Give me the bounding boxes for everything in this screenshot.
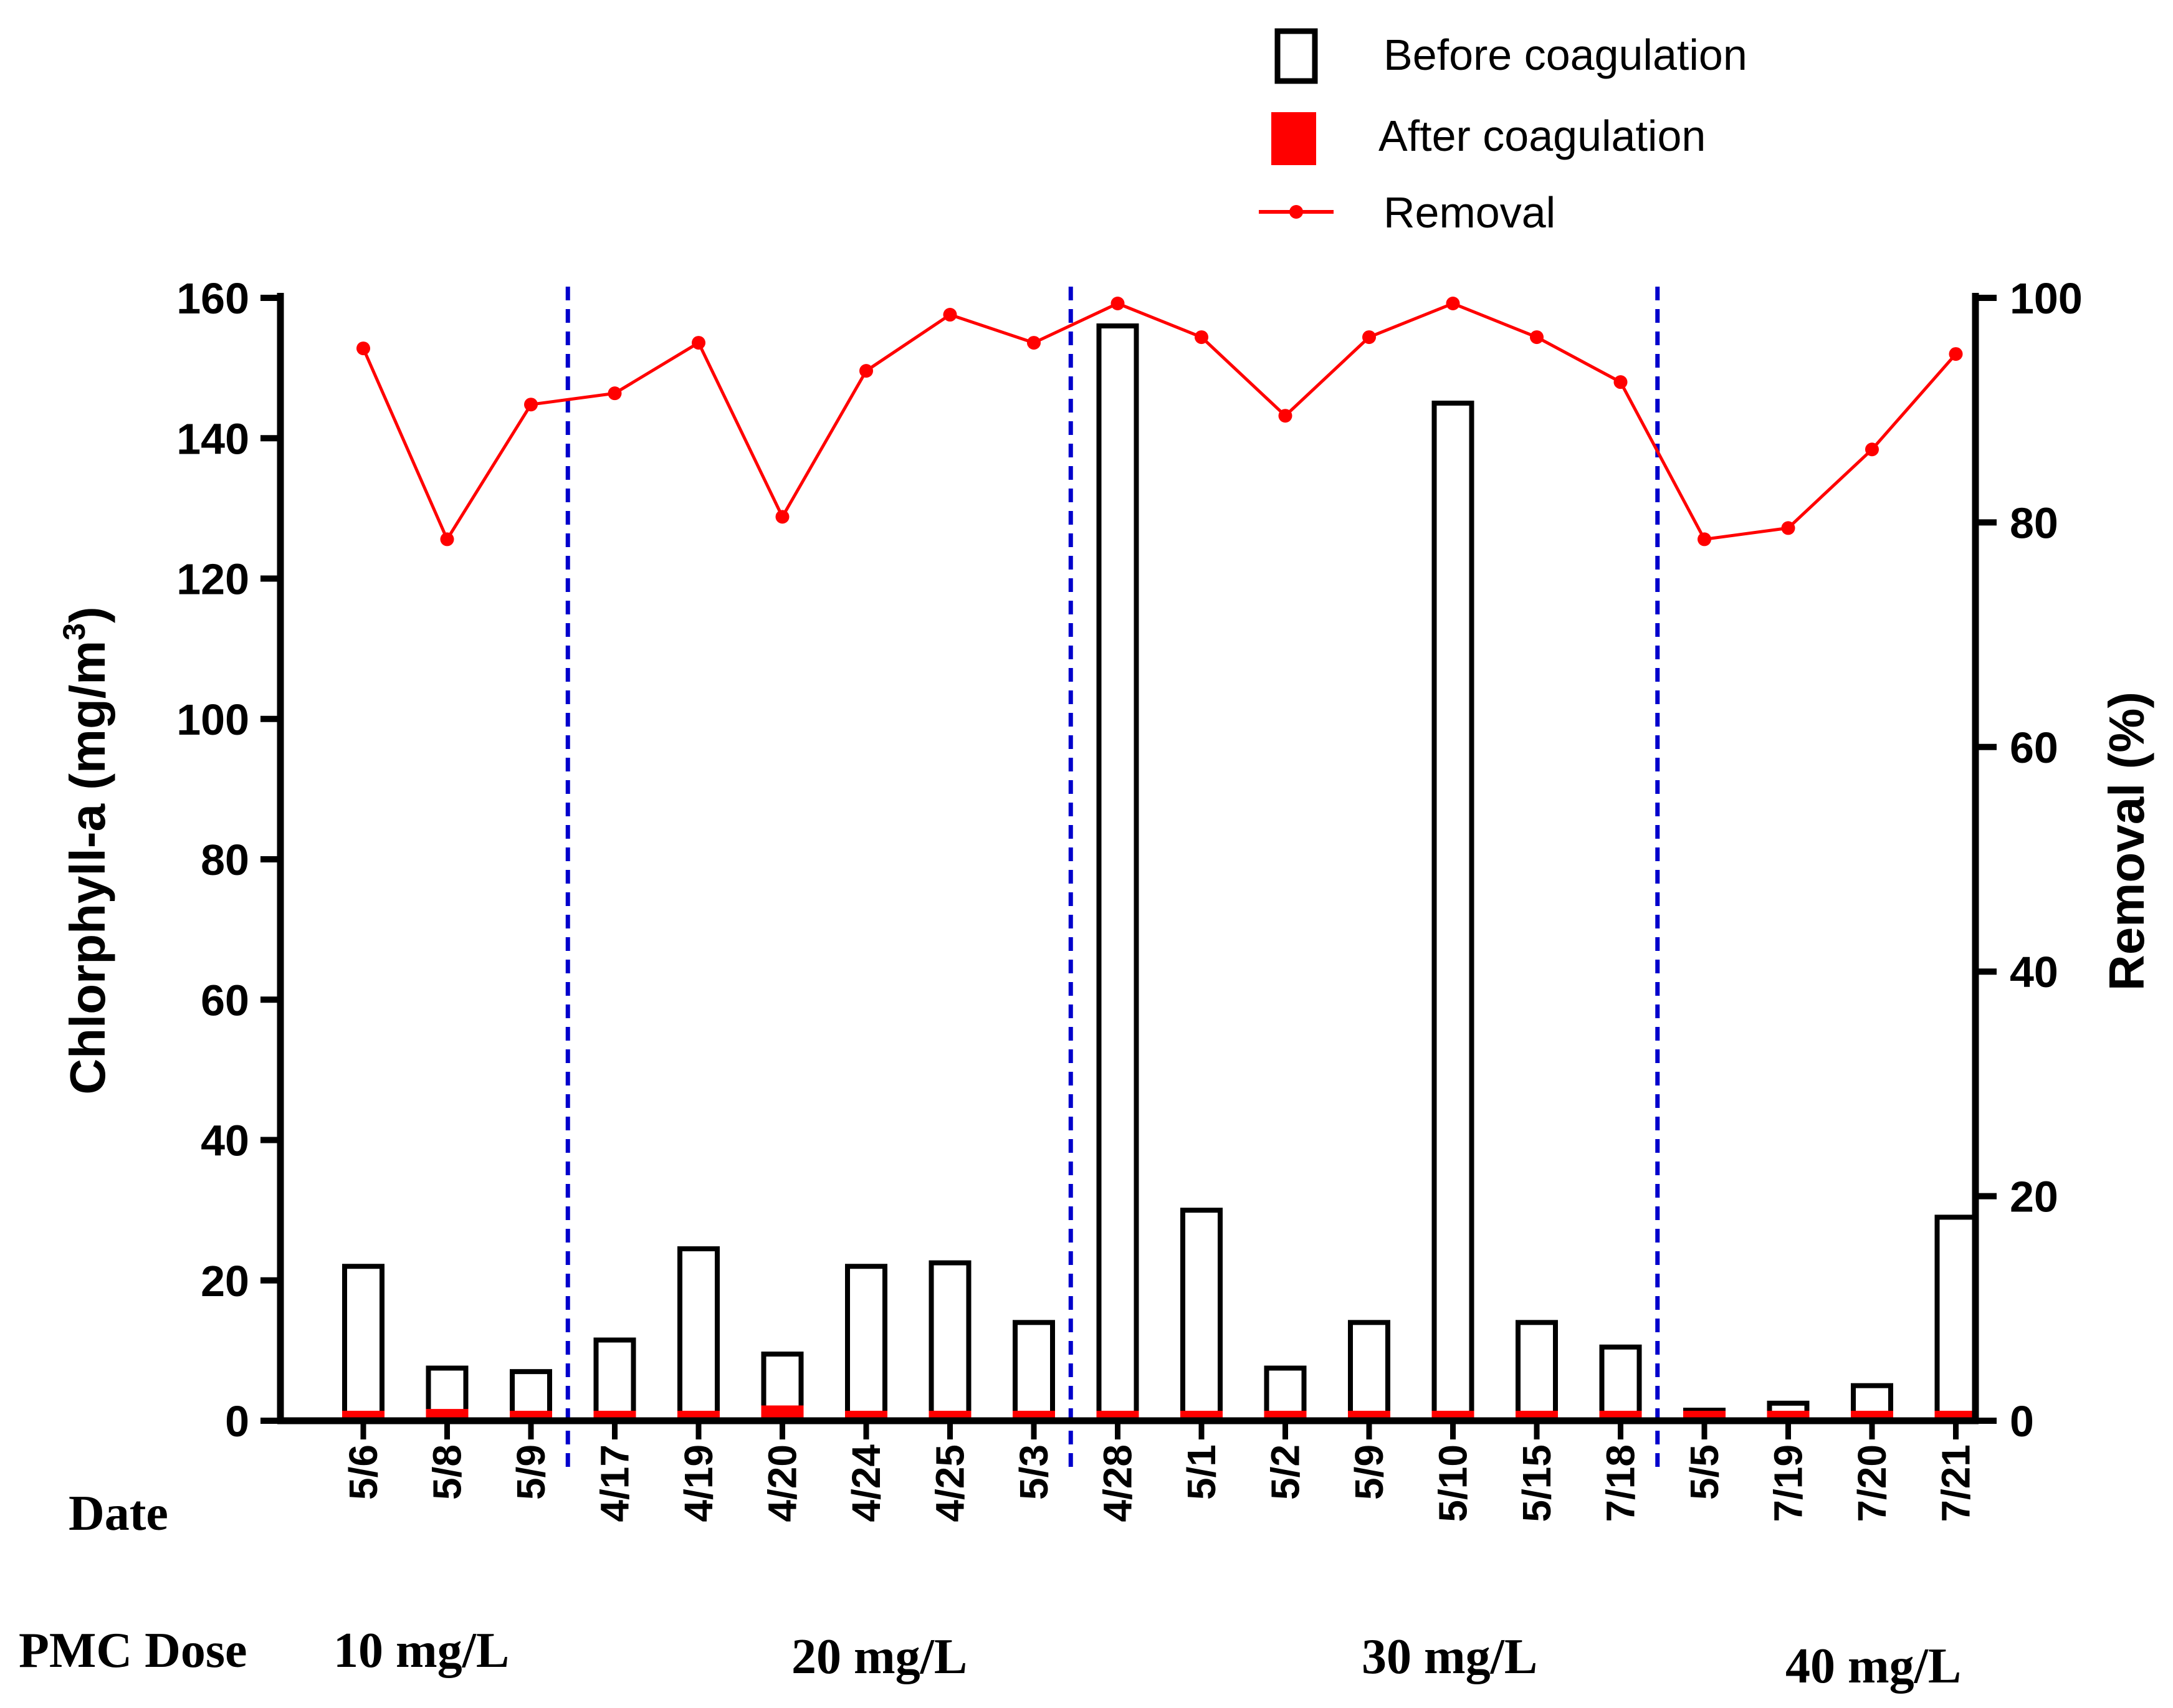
left-y-tick-label: 120 bbox=[176, 555, 249, 604]
x-tick-label: 5/9 bbox=[509, 1444, 553, 1500]
before-bar bbox=[1516, 1320, 1558, 1423]
legend-before-label: Before coagulation bbox=[1383, 31, 1747, 79]
removal-point bbox=[1027, 336, 1041, 350]
x-tick-label: 4/24 bbox=[844, 1444, 889, 1522]
right-y-tick-label: 60 bbox=[2010, 723, 2058, 772]
left-y-tick-label: 60 bbox=[201, 976, 249, 1024]
x-tick-label: 5/2 bbox=[1263, 1444, 1308, 1500]
x-tick-label: 7/18 bbox=[1598, 1444, 1643, 1522]
x-tick-label: 7/20 bbox=[1850, 1444, 1894, 1522]
x-tick-label: 5/9 bbox=[1347, 1444, 1392, 1500]
before-bar bbox=[1180, 1208, 1223, 1423]
x-tick-label: 4/28 bbox=[1096, 1444, 1140, 1522]
removal-point bbox=[943, 308, 957, 322]
left-y-tick-label: 140 bbox=[176, 414, 249, 463]
right-y-tick-label: 0 bbox=[2010, 1397, 2034, 1446]
before-bar bbox=[342, 1264, 384, 1423]
right-y-ticks: 0 20 40 60 80 100 bbox=[1975, 274, 2083, 1446]
left-y-axis-title-end: ) bbox=[60, 606, 115, 623]
before-bar bbox=[929, 1260, 972, 1423]
x-axis-title: Date bbox=[69, 1486, 168, 1541]
before-bar bbox=[1348, 1320, 1390, 1423]
right-y-tick-label: 20 bbox=[2010, 1173, 2058, 1221]
dose-prefix-label: PMC Dose bbox=[19, 1623, 247, 1678]
removal-line bbox=[361, 302, 1957, 543]
left-y-tick-label: 40 bbox=[201, 1117, 249, 1165]
removal-point bbox=[775, 510, 790, 524]
dose-group-label-20: 20 mg/L bbox=[791, 1629, 967, 1684]
x-tick-label: 4/20 bbox=[760, 1444, 805, 1522]
legend-after-label: After coagulation bbox=[1378, 112, 1706, 160]
x-tick-label: 7/19 bbox=[1766, 1444, 1811, 1522]
left-y-ticks: 0 20 40 60 80 100 120 140 160 bbox=[176, 274, 280, 1446]
x-tick-label: 5/6 bbox=[341, 1444, 386, 1500]
x-tick-label: 7/21 bbox=[1934, 1444, 1979, 1522]
removal-point bbox=[1278, 409, 1292, 423]
before-bar bbox=[845, 1264, 887, 1423]
before-bar bbox=[1013, 1320, 1055, 1423]
bar-series bbox=[342, 323, 1977, 1424]
x-ticks: 5/6 5/8 5/9 4/17 4/19 4/20 4/24 4/25 5/3 4/28 5/1 5… bbox=[341, 1421, 1979, 1522]
removal-point bbox=[608, 386, 622, 401]
left-y-tick-label: 20 bbox=[201, 1257, 249, 1305]
removal-point bbox=[1781, 521, 1795, 535]
removal-point bbox=[1530, 330, 1544, 345]
removal-point bbox=[692, 336, 705, 350]
removal-point bbox=[1865, 442, 1879, 457]
removal-point bbox=[440, 532, 454, 546]
left-y-tick-label: 100 bbox=[176, 695, 249, 744]
x-tick-label: 5/1 bbox=[1179, 1444, 1224, 1500]
group-dividers bbox=[565, 287, 1660, 1471]
x-tick-label: 5/10 bbox=[1431, 1444, 1476, 1522]
before-bar bbox=[1096, 323, 1139, 1423]
removal-point bbox=[524, 398, 538, 412]
x-tick-label: 5/3 bbox=[1011, 1444, 1056, 1500]
removal-point bbox=[1698, 532, 1711, 546]
before-bar bbox=[1934, 1214, 1977, 1423]
removal-point bbox=[1446, 297, 1460, 311]
x-tick-label: 5/15 bbox=[1514, 1444, 1559, 1522]
legend-after-swatch bbox=[1271, 112, 1316, 165]
legend-removal-label: Removal bbox=[1383, 188, 1555, 237]
x-tick-label: 4/19 bbox=[676, 1444, 721, 1522]
legend: Before coagulation After coagulation Rem… bbox=[1259, 28, 1747, 237]
removal-point bbox=[356, 341, 370, 356]
before-bar bbox=[1599, 1344, 1642, 1423]
right-y-tick-label: 100 bbox=[2010, 274, 2083, 323]
x-tick-label: 4/17 bbox=[593, 1444, 638, 1522]
right-y-tick-label: 80 bbox=[2010, 499, 2058, 547]
legend-removal-marker bbox=[1289, 205, 1303, 219]
removal-series bbox=[356, 297, 1963, 546]
removal-point bbox=[1110, 297, 1125, 311]
left-y-axis-title-main: Chlorphyll-a (mg/m bbox=[60, 641, 115, 1095]
removal-point bbox=[1949, 347, 1963, 361]
left-y-axis-title: Chlorphyll-a (mg/m3) bbox=[57, 606, 115, 1094]
right-y-tick-label: 40 bbox=[2010, 948, 2058, 996]
dose-group-label-40: 40 mg/L bbox=[1785, 1639, 1961, 1694]
left-y-axis-title-sup: 3 bbox=[57, 623, 92, 641]
left-y-tick-label: 160 bbox=[176, 274, 249, 323]
removal-point bbox=[1613, 375, 1628, 389]
legend-before-swatch bbox=[1274, 28, 1318, 84]
left-y-tick-label: 80 bbox=[201, 836, 249, 884]
dose-group-label-10: 10 mg/L bbox=[333, 1623, 509, 1678]
x-tick-label: 5/8 bbox=[425, 1444, 470, 1500]
removal-point bbox=[1362, 330, 1376, 345]
removal-point bbox=[1195, 330, 1208, 345]
right-y-axis-title: Removal (%) bbox=[2099, 692, 2154, 991]
left-y-tick-label: 0 bbox=[225, 1397, 249, 1446]
before-bar bbox=[593, 1337, 636, 1423]
x-tick-label: 4/25 bbox=[928, 1444, 973, 1522]
x-tick-label: 5/5 bbox=[1682, 1444, 1727, 1500]
removal-point bbox=[859, 364, 873, 378]
before-bar bbox=[677, 1246, 720, 1423]
dose-group-label-30: 30 mg/L bbox=[1362, 1629, 1537, 1684]
before-bar bbox=[1431, 400, 1474, 1423]
